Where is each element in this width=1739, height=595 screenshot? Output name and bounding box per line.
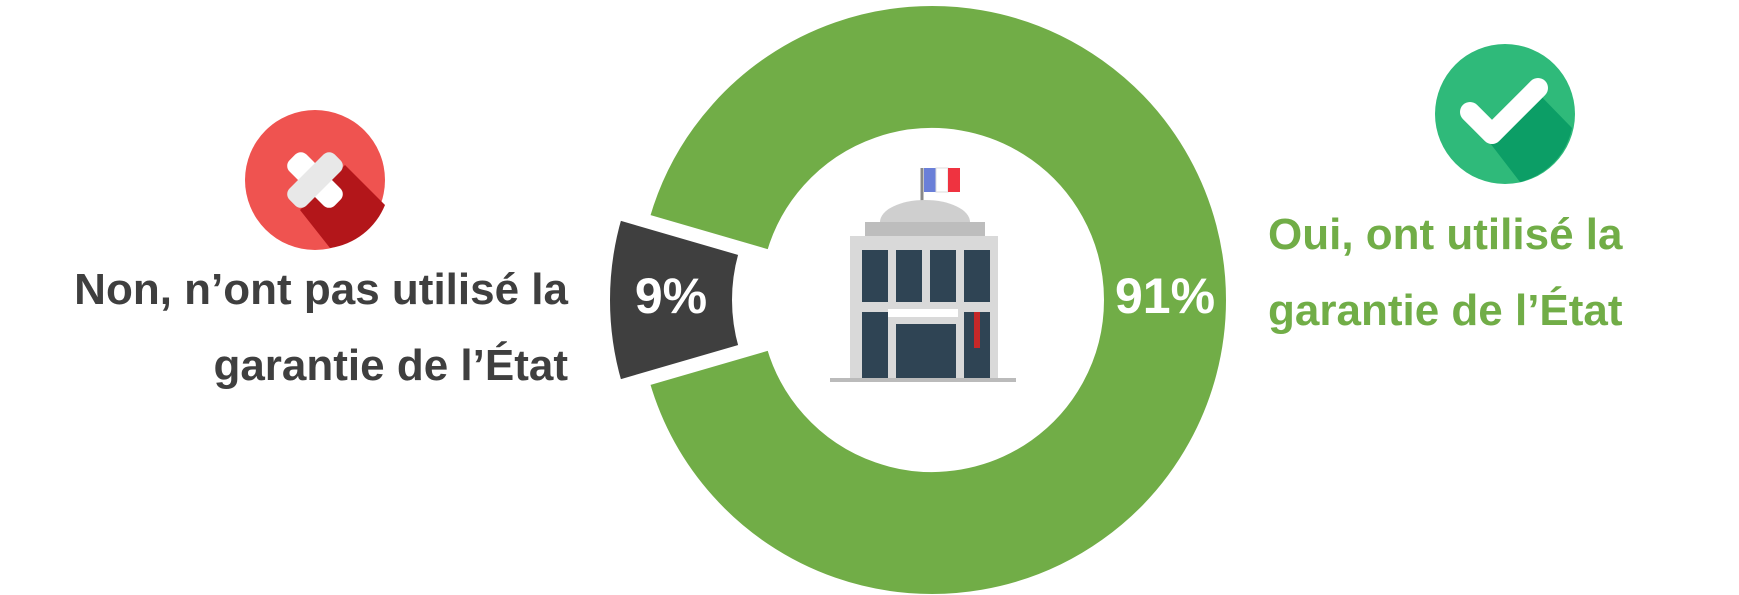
accept-icon xyxy=(1435,44,1575,184)
value-label: 91% xyxy=(1115,268,1215,324)
value-label: 9% xyxy=(635,268,707,324)
donut: 9% 91% xyxy=(604,0,1232,595)
building-icon xyxy=(830,167,1016,382)
donut-slice xyxy=(604,213,746,387)
legend-label: Oui, ont utilisé la garantie de l’État xyxy=(1268,210,1623,335)
donut-slice xyxy=(643,0,1232,595)
reject-icon xyxy=(245,110,385,250)
legend-label: Non, n’ont pas utilisé la garantie de l’… xyxy=(74,265,568,390)
